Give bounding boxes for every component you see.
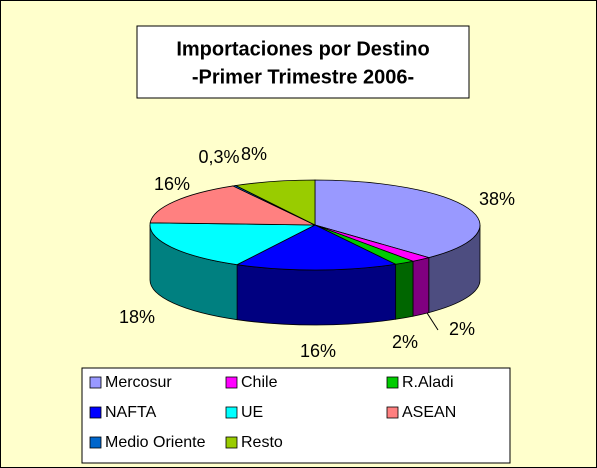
data-label: 0,3% xyxy=(198,147,239,167)
data-label: 8% xyxy=(241,144,267,164)
data-label: 2% xyxy=(392,332,418,352)
legend-label: NAFTA xyxy=(105,404,157,421)
legend-swatch xyxy=(225,406,238,419)
legend-swatch xyxy=(386,376,399,389)
chart-title: Importaciones por Destino xyxy=(176,38,429,60)
legend-swatch xyxy=(89,376,102,389)
slice xyxy=(149,185,316,226)
legend-label: Resto xyxy=(241,434,283,451)
slice-side xyxy=(412,257,430,317)
slice xyxy=(235,224,397,271)
slice-side xyxy=(236,263,397,326)
data-label: 38% xyxy=(479,189,515,209)
legend-swatch xyxy=(225,436,238,449)
slice xyxy=(149,222,316,266)
legend-label: UE xyxy=(241,404,263,421)
legend-label: Chile xyxy=(241,374,278,391)
chart-title: -Primer Trimestre 2006- xyxy=(192,66,414,88)
data-label: 18% xyxy=(119,307,155,327)
slice-sides xyxy=(149,224,481,326)
slice xyxy=(314,179,481,258)
legend-label: Medio Oriente xyxy=(105,434,206,451)
legend-box xyxy=(81,367,511,464)
title-box xyxy=(136,25,470,99)
data-label: 16% xyxy=(154,174,190,194)
legend-label: Mercosur xyxy=(105,374,172,391)
legend-swatch xyxy=(89,436,102,449)
slice-side xyxy=(395,260,414,320)
legend-swatch xyxy=(89,406,102,419)
legend-label: ASEAN xyxy=(402,404,456,421)
legend-swatch xyxy=(225,376,238,389)
legend-swatch xyxy=(386,406,399,419)
legend-label: R.Aladi xyxy=(402,374,454,391)
slice xyxy=(234,179,316,226)
data-label: 2% xyxy=(449,319,475,339)
data-label: 16% xyxy=(300,341,336,361)
